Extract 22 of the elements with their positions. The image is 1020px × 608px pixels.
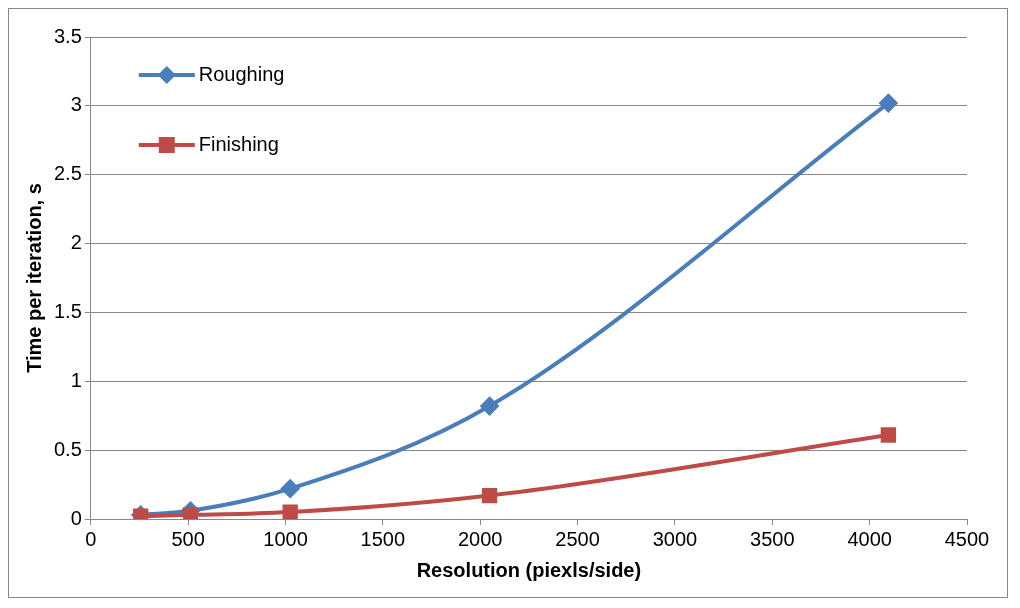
- y-tick-label: 2: [70, 231, 82, 254]
- y-tick-label: 3: [70, 93, 82, 116]
- x-tick-label: 1500: [360, 527, 406, 550]
- x-tick-label: 0: [85, 527, 97, 550]
- y-tick-label: 0: [70, 506, 82, 529]
- x-tick-label: 4000: [847, 527, 892, 550]
- x-axis-title: Resolution (piexls/side): [416, 558, 642, 581]
- y-tick-label: 1: [70, 368, 82, 391]
- y-axis-title: Time per iteration, s: [22, 183, 45, 373]
- y-tick-label: 2.5: [53, 162, 82, 185]
- y-tick-label: 3.5: [53, 24, 82, 47]
- x-tick-label: 3000: [652, 527, 698, 550]
- x-tick-label: 1000: [263, 527, 308, 550]
- legend-label: Finishing: [198, 132, 279, 155]
- y-tick-label: 0.5: [53, 437, 82, 460]
- x-tick-label: 2500: [555, 527, 600, 550]
- x-tick-label: 2000: [457, 527, 503, 550]
- x-tick-label: 4500: [944, 527, 990, 550]
- x-tick-label: 3500: [750, 527, 795, 550]
- y-tick-label: 1.5: [53, 299, 82, 322]
- x-tick-label: 500: [171, 527, 205, 550]
- legend-label: Roughing: [198, 62, 285, 85]
